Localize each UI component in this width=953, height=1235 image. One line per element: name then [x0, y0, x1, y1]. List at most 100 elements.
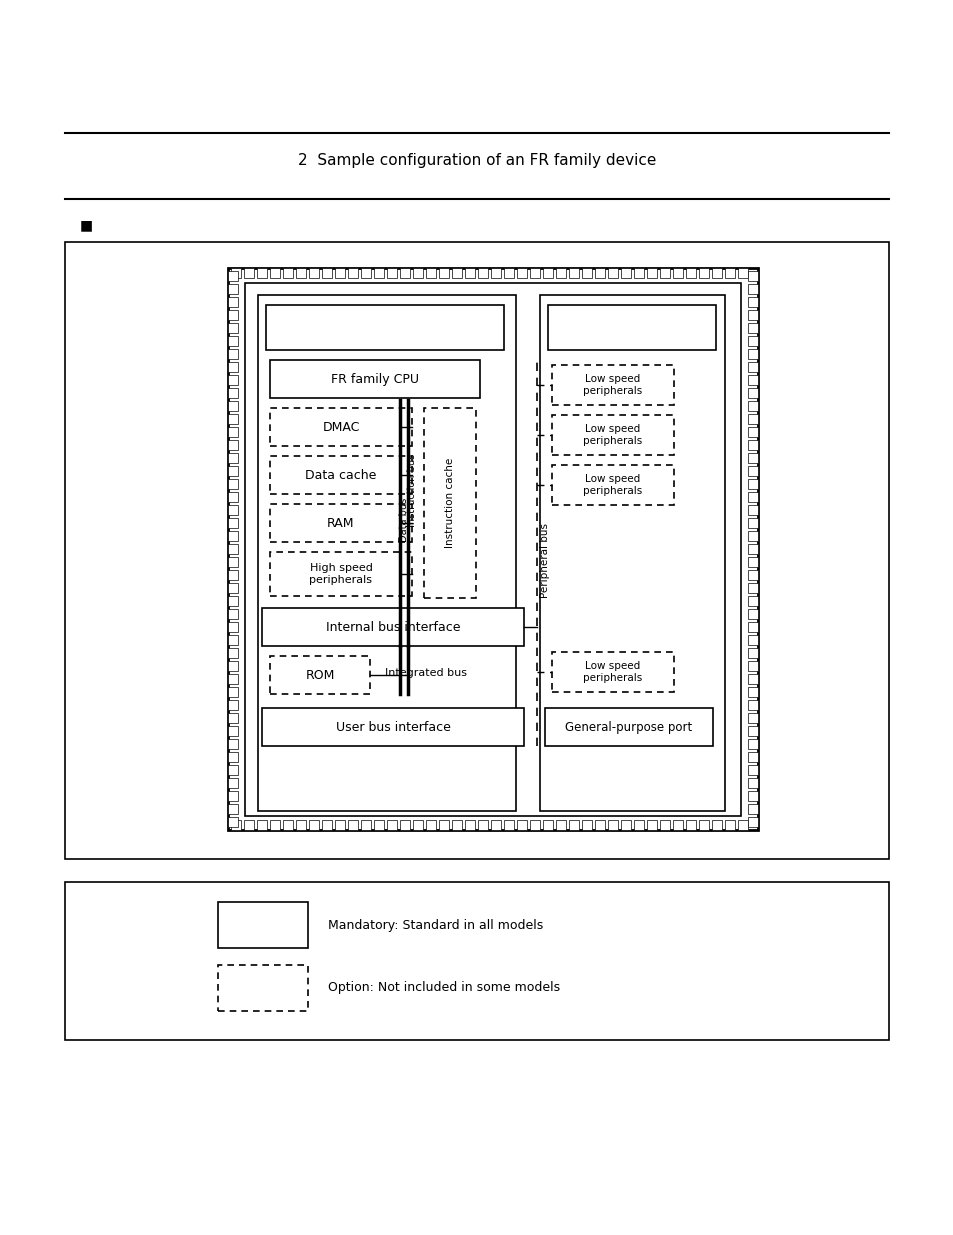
- Text: User bus interface: User bus interface: [335, 720, 450, 734]
- Bar: [711, 268, 721, 278]
- Bar: [348, 820, 357, 830]
- Bar: [270, 656, 370, 694]
- Bar: [283, 820, 293, 830]
- Bar: [503, 820, 514, 830]
- Bar: [399, 268, 410, 278]
- Bar: [747, 804, 758, 814]
- Bar: [387, 268, 396, 278]
- Bar: [228, 543, 237, 555]
- Text: Low speed
peripherals: Low speed peripherals: [583, 661, 642, 683]
- Bar: [228, 648, 237, 658]
- Bar: [595, 820, 604, 830]
- Bar: [552, 652, 673, 692]
- Bar: [747, 517, 758, 529]
- Bar: [747, 466, 758, 475]
- Bar: [228, 700, 237, 710]
- Bar: [270, 504, 412, 542]
- Bar: [256, 820, 267, 830]
- Bar: [747, 687, 758, 697]
- Bar: [360, 820, 371, 830]
- Bar: [256, 268, 267, 278]
- Bar: [595, 268, 604, 278]
- Bar: [747, 818, 758, 827]
- Bar: [556, 268, 565, 278]
- Bar: [747, 270, 758, 282]
- Text: Option: Not included in some models: Option: Not included in some models: [328, 982, 559, 994]
- Bar: [270, 552, 412, 597]
- Bar: [387, 820, 396, 830]
- Bar: [262, 708, 523, 746]
- Bar: [452, 820, 461, 830]
- Bar: [747, 583, 758, 593]
- Bar: [228, 324, 237, 333]
- Bar: [747, 440, 758, 450]
- Bar: [399, 820, 410, 830]
- Bar: [747, 661, 758, 671]
- Bar: [491, 820, 500, 830]
- Bar: [464, 820, 475, 830]
- Bar: [228, 726, 237, 736]
- Bar: [228, 453, 237, 463]
- Bar: [348, 268, 357, 278]
- Bar: [374, 268, 384, 278]
- Bar: [747, 362, 758, 372]
- Bar: [228, 505, 237, 515]
- Bar: [747, 543, 758, 555]
- Bar: [295, 268, 306, 278]
- Bar: [309, 268, 318, 278]
- Bar: [747, 427, 758, 437]
- Bar: [747, 324, 758, 333]
- Bar: [699, 268, 708, 278]
- Bar: [228, 414, 237, 424]
- Bar: [218, 902, 308, 948]
- Bar: [228, 597, 237, 606]
- Bar: [65, 882, 888, 1040]
- Text: Low speed
peripherals: Low speed peripherals: [583, 374, 642, 395]
- Bar: [228, 571, 237, 580]
- Bar: [270, 408, 412, 446]
- Bar: [426, 820, 436, 830]
- Bar: [228, 268, 758, 830]
- Bar: [542, 268, 553, 278]
- Bar: [228, 687, 237, 697]
- Text: Low speed
peripherals: Low speed peripherals: [583, 424, 642, 446]
- Bar: [228, 531, 237, 541]
- Bar: [228, 479, 237, 489]
- Bar: [581, 268, 592, 278]
- Text: Integrated bus: Integrated bus: [385, 668, 467, 678]
- Bar: [503, 268, 514, 278]
- Bar: [724, 268, 734, 278]
- Bar: [228, 296, 237, 308]
- Bar: [747, 296, 758, 308]
- Text: Data bus: Data bus: [398, 498, 409, 542]
- Bar: [747, 414, 758, 424]
- Bar: [747, 336, 758, 346]
- Bar: [228, 752, 237, 762]
- Bar: [228, 427, 237, 437]
- Bar: [517, 268, 526, 278]
- Bar: [747, 713, 758, 722]
- Bar: [738, 820, 747, 830]
- Bar: [426, 268, 436, 278]
- Bar: [65, 242, 888, 860]
- Bar: [228, 466, 237, 475]
- Bar: [228, 739, 237, 748]
- Bar: [747, 453, 758, 463]
- Bar: [228, 362, 237, 372]
- Bar: [672, 268, 682, 278]
- Bar: [228, 790, 237, 802]
- Text: ■: ■: [80, 219, 93, 232]
- Bar: [413, 268, 422, 278]
- Bar: [747, 310, 758, 320]
- Bar: [747, 375, 758, 385]
- Bar: [672, 820, 682, 830]
- Bar: [747, 778, 758, 788]
- Bar: [374, 820, 384, 830]
- Text: RAM: RAM: [327, 516, 355, 530]
- Bar: [438, 820, 449, 830]
- Bar: [634, 268, 643, 278]
- Bar: [568, 820, 578, 830]
- Bar: [309, 820, 318, 830]
- Text: Data cache: Data cache: [305, 468, 376, 482]
- Bar: [620, 268, 630, 278]
